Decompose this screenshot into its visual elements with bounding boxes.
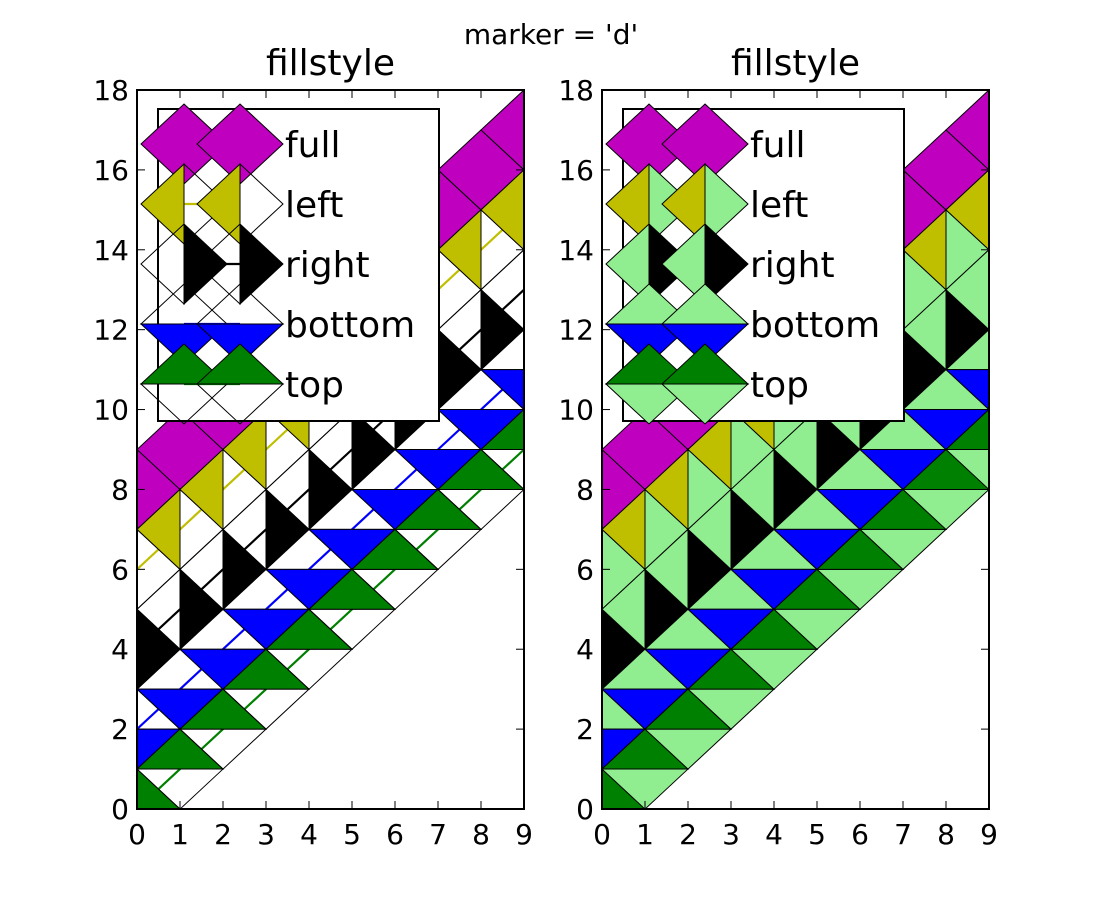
x-tick-label: 7 xyxy=(429,818,447,851)
legend-label-bottom: bottom xyxy=(750,305,880,346)
y-tick-label: 6 xyxy=(576,553,594,586)
marker-right-9 xyxy=(945,248,989,331)
legend-marker xyxy=(139,343,229,425)
y-tick-label: 16 xyxy=(93,154,129,187)
legend-label-full: full xyxy=(285,125,341,166)
x-tick-label: 4 xyxy=(765,818,783,851)
legend-entry-right: right xyxy=(140,222,370,306)
x-tick-label: 8 xyxy=(937,818,955,851)
marker-bottom-9 xyxy=(479,328,524,411)
legend: full left right bottom top xyxy=(604,103,905,425)
y-tick-label: 0 xyxy=(111,793,129,826)
marker-top-9 xyxy=(479,408,524,491)
x-tick-label: 3 xyxy=(722,818,740,851)
legend-label-left: left xyxy=(750,185,808,226)
y-tick-label: 18 xyxy=(558,74,594,107)
legend-entry-right: right xyxy=(605,222,835,306)
y-tick-label: 12 xyxy=(93,314,129,347)
x-tick-label: 8 xyxy=(472,818,490,851)
y-tick-label: 14 xyxy=(558,234,594,267)
x-tick-label: 1 xyxy=(171,818,189,851)
x-tick-label: 2 xyxy=(214,818,232,851)
legend-entry-full: full xyxy=(140,103,341,185)
marker-left-9 xyxy=(945,168,989,251)
legend-entry-full: full xyxy=(605,103,806,185)
marker-bottom-8 xyxy=(901,368,989,451)
y-tick-label: 16 xyxy=(558,154,594,187)
y-tick-label: 10 xyxy=(558,394,594,427)
x-tick-label: 6 xyxy=(851,818,869,851)
legend-marker xyxy=(604,343,694,425)
marker-full-9 xyxy=(945,90,989,171)
y-tick-label: 4 xyxy=(111,633,129,666)
legend-marker xyxy=(196,162,284,246)
legend-label-full: full xyxy=(750,125,806,166)
legend-marker xyxy=(661,162,749,246)
y-tick-label: 8 xyxy=(576,473,594,506)
legend-entry-left: left xyxy=(605,162,808,246)
x-tick-label: 7 xyxy=(894,818,912,851)
legend-label-top: top xyxy=(750,365,809,406)
legend-marker xyxy=(140,222,228,306)
panel-1: 0 1 2 3 4 5 6 7 8 9024681012141618fillstylefullle… xyxy=(93,43,533,851)
y-tick-label: 4 xyxy=(576,633,594,666)
axes-frame xyxy=(601,89,990,810)
marker-top-7 xyxy=(858,488,948,571)
marker-left-9 xyxy=(480,168,524,251)
x-tick-label: 9 xyxy=(515,818,533,851)
legend: full left right bottom top xyxy=(139,103,440,425)
axes-title: fillstyle xyxy=(266,43,395,84)
legend-label-top: top xyxy=(285,365,344,406)
panel-2: 0 1 2 3 4 5 6 7 8 9024681012141618fillstylefullle… xyxy=(558,43,998,851)
x-tick-label: 5 xyxy=(343,818,361,851)
y-tick-label: 14 xyxy=(93,234,129,267)
x-tick-label: 4 xyxy=(300,818,318,851)
x-tick-label: 2 xyxy=(679,818,697,851)
legend-label-right: right xyxy=(285,245,370,286)
x-tick-label: 5 xyxy=(808,818,826,851)
legend-marker xyxy=(196,222,284,306)
y-tick-label: 12 xyxy=(558,314,594,347)
x-tick-label: 9 xyxy=(980,818,998,851)
legend-marker xyxy=(195,343,285,425)
axes-frame xyxy=(136,89,525,810)
legend-marker xyxy=(140,162,228,246)
marker-left-1 xyxy=(602,488,689,571)
legend-label-right: right xyxy=(750,245,835,286)
x-tick-label: 6 xyxy=(386,818,404,851)
marker-top-6 xyxy=(815,528,905,611)
legend-entry-top: top xyxy=(139,343,344,425)
marker-top-9 xyxy=(944,408,989,491)
marker-left-2 xyxy=(644,448,732,531)
legend-marker xyxy=(660,343,750,425)
x-tick-label: 0 xyxy=(128,818,146,851)
legend-marker xyxy=(661,222,749,306)
x-tick-label: 0 xyxy=(593,818,611,851)
y-tick-label: 8 xyxy=(111,473,129,506)
legend-label-left: left xyxy=(285,185,343,226)
x-tick-label: 3 xyxy=(257,818,275,851)
figure-suptitle: marker = 'd' xyxy=(464,18,638,51)
y-tick-label: 6 xyxy=(111,553,129,586)
axes-title: fillstyle xyxy=(731,43,860,84)
y-tick-label: 2 xyxy=(111,713,129,746)
y-tick-label: 18 xyxy=(93,74,129,107)
marker-right-9 xyxy=(480,248,524,331)
marker-bottom-9 xyxy=(944,328,989,411)
legend-entry-top: top xyxy=(604,343,809,425)
legend-label-bottom: bottom xyxy=(285,305,415,346)
x-tick-label: 1 xyxy=(636,818,654,851)
y-tick-label: 0 xyxy=(576,793,594,826)
y-tick-label: 10 xyxy=(93,394,129,427)
legend-entry-left: left xyxy=(140,162,343,246)
panels: 0 1 2 3 4 5 6 7 8 9024681012141618fillstylefullle… xyxy=(93,43,998,851)
y-tick-label: 2 xyxy=(576,713,594,746)
marker-full-9 xyxy=(480,90,524,171)
marker-top-3 xyxy=(686,648,776,730)
